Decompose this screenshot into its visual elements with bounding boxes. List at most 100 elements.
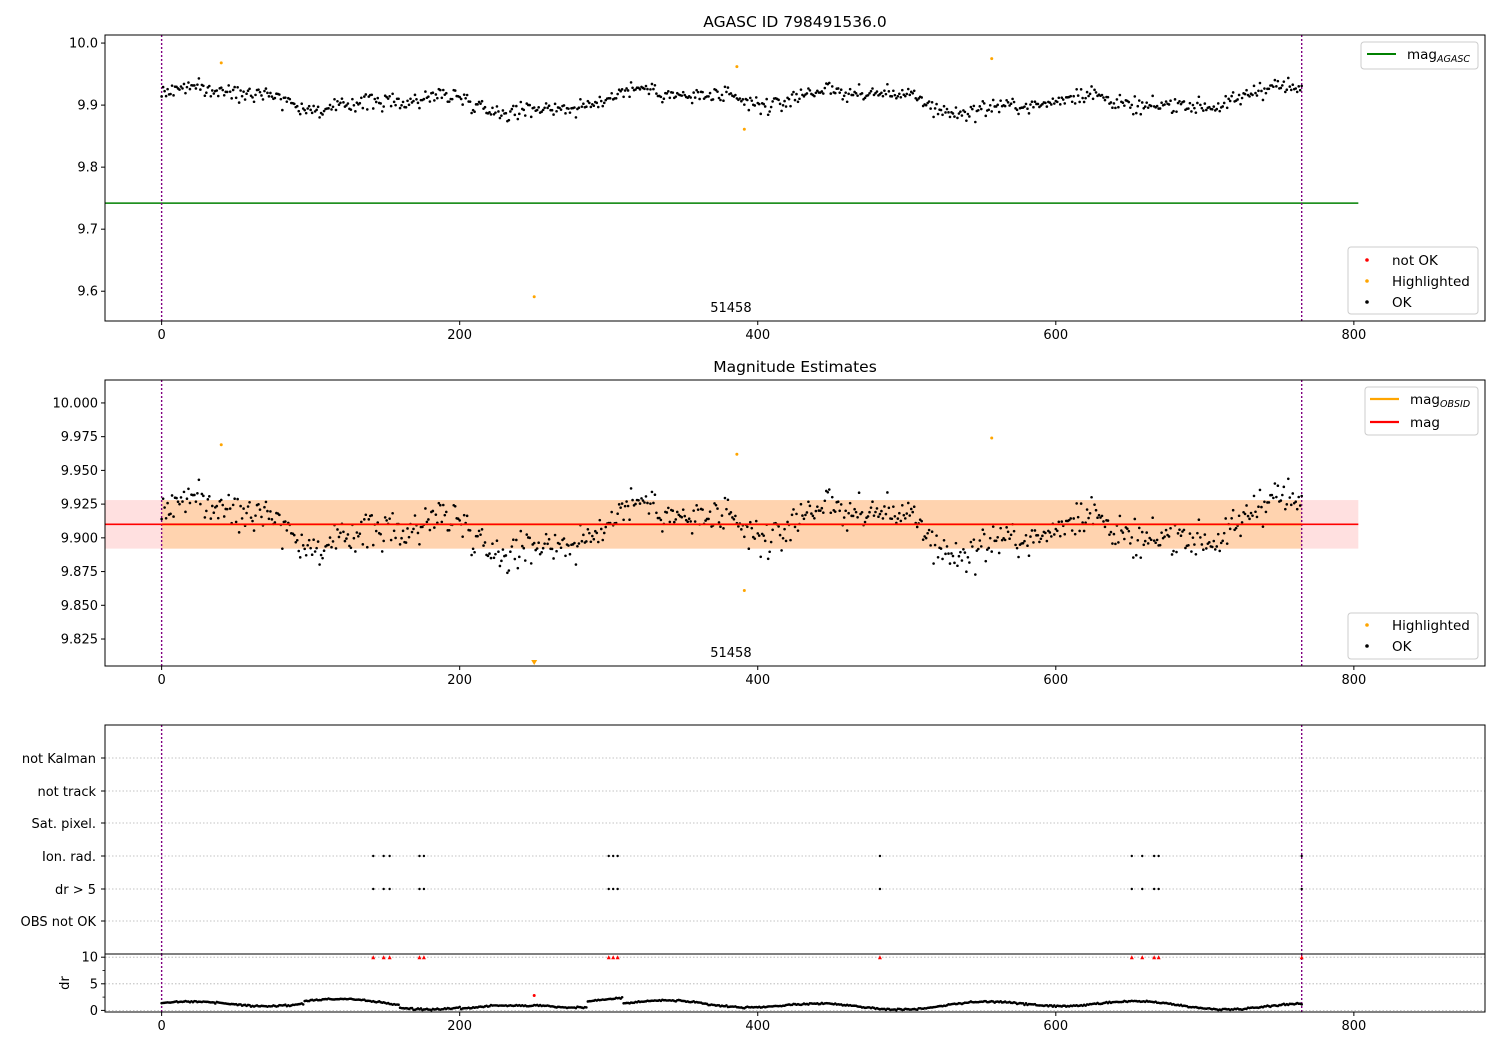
- ok-point: [1057, 520, 1061, 524]
- ok-point: [209, 517, 213, 520]
- ok-point: [1149, 538, 1153, 542]
- ok-point: [1291, 83, 1295, 87]
- ok-point: [948, 562, 952, 565]
- ok-point: [465, 93, 469, 97]
- ok-point: [170, 84, 174, 87]
- ok-point: [979, 545, 983, 548]
- ok-point: [1178, 100, 1181, 103]
- ok-point: [1009, 102, 1013, 106]
- ok-point: [1032, 541, 1035, 544]
- ok-point: [269, 91, 272, 95]
- ok-point: [1136, 538, 1140, 542]
- ok-point: [337, 103, 341, 106]
- ok-point: [954, 106, 958, 109]
- agasc-xtick-label: 400: [745, 328, 770, 343]
- ok-point: [920, 96, 923, 99]
- ok-point: [1069, 517, 1073, 520]
- ok-point: [199, 502, 202, 506]
- ok-point: [1108, 533, 1111, 536]
- ok-point: [1221, 539, 1225, 543]
- ok-point: [222, 93, 226, 97]
- ok-point: [336, 99, 339, 103]
- ok-point: [759, 112, 763, 116]
- mag-estimates-ytick-label: 9.900: [61, 531, 98, 546]
- ok-point: [172, 94, 175, 97]
- ok-point: [494, 552, 497, 556]
- ok-point: [254, 93, 257, 97]
- legend-label-ok: OK: [1392, 639, 1413, 655]
- ok-point: [380, 110, 384, 113]
- ok-point: [577, 106, 581, 110]
- ok-point: [881, 94, 885, 98]
- ok-point: [509, 110, 512, 113]
- ok-point: [1257, 505, 1260, 509]
- ok-point: [674, 518, 678, 521]
- ok-point: [221, 88, 225, 92]
- ok-point: [963, 551, 967, 554]
- ok-point: [1102, 520, 1105, 523]
- ok-point: [1279, 86, 1283, 90]
- ok-point: [956, 564, 959, 568]
- ok-point: [1298, 88, 1302, 92]
- ok-point: [473, 110, 476, 114]
- ok-point: [470, 111, 473, 115]
- ok-point: [260, 515, 263, 519]
- ok-point: [783, 99, 786, 103]
- ok-point: [1187, 107, 1190, 110]
- ok-point: [1288, 496, 1292, 499]
- ok-point: [433, 99, 436, 102]
- ok-point: [431, 509, 435, 513]
- ok-point: [1114, 106, 1117, 110]
- ok-point: [616, 512, 619, 516]
- ok-point: [708, 510, 712, 513]
- ok-point: [1036, 102, 1040, 106]
- ok-point: [1298, 504, 1302, 507]
- ok-point: [814, 509, 818, 513]
- ok-point: [1193, 106, 1196, 110]
- ok-point: [977, 108, 980, 112]
- ok-point: [875, 507, 879, 510]
- ok-point: [236, 85, 239, 89]
- ok-point: [558, 106, 561, 110]
- ok-point: [237, 531, 241, 534]
- ok-point: [625, 500, 628, 503]
- flag-event: [1300, 887, 1303, 891]
- ok-point: [1200, 106, 1204, 110]
- ok-point: [723, 85, 727, 89]
- ok-point: [480, 528, 484, 531]
- agasc-panel: AGASC ID 798491536.0 0 200 400 600 800 9.6 9.7…: [69, 13, 1486, 343]
- ok-point: [470, 553, 473, 557]
- ok-point: [495, 105, 499, 108]
- ok-point: [252, 100, 256, 104]
- ok-point: [382, 539, 385, 543]
- ok-point: [936, 555, 940, 559]
- ok-point: [166, 87, 169, 91]
- ok-point: [602, 531, 606, 535]
- ok-point: [361, 106, 365, 110]
- dr-point: [397, 1003, 400, 1007]
- ok-point: [951, 554, 955, 558]
- ok-point: [486, 554, 490, 558]
- ok-point: [667, 506, 670, 510]
- ok-point: [860, 92, 864, 95]
- ok-point: [1207, 105, 1211, 109]
- ok-point: [1176, 532, 1180, 535]
- ok-point: [444, 91, 448, 95]
- ok-point: [1123, 104, 1126, 107]
- ok-point: [464, 96, 467, 100]
- ok-point: [1172, 549, 1175, 553]
- ok-point: [441, 88, 445, 92]
- ok-point: [759, 555, 763, 559]
- ok-point: [754, 96, 758, 99]
- ok-point: [349, 546, 353, 550]
- ok-point: [932, 115, 935, 119]
- agasc-panel-legend-upper: magAGASC: [1360, 41, 1479, 70]
- mag-estimates-xtick-label: 800: [1341, 673, 1366, 688]
- ok-point: [1282, 485, 1286, 489]
- ok-point: [1085, 90, 1089, 94]
- ok-point: [1048, 101, 1052, 104]
- ok-point: [498, 116, 502, 120]
- ok-point: [1228, 527, 1232, 531]
- ok-point: [1218, 549, 1222, 553]
